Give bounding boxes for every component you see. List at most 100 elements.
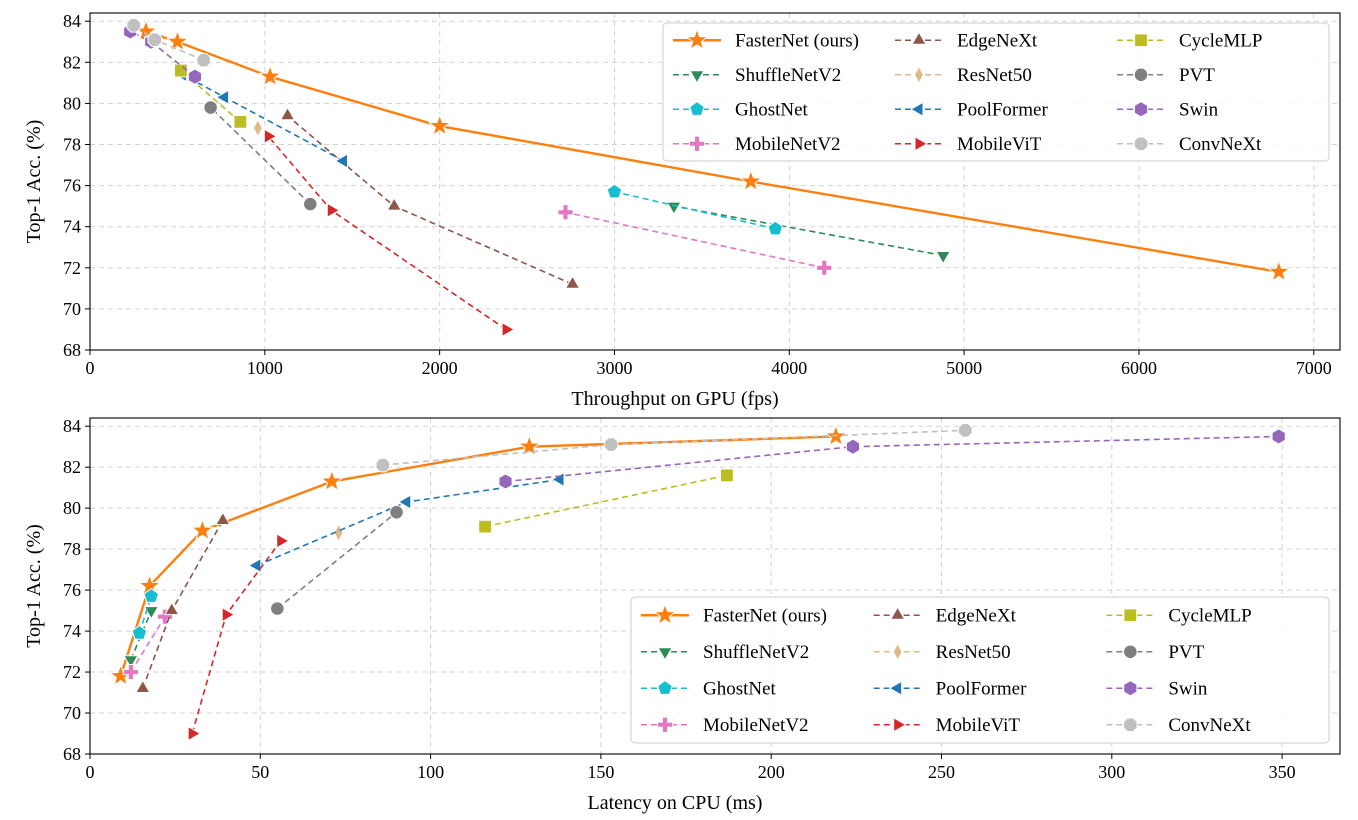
- series-mobilevit: [187, 533, 290, 742]
- y-tick-label: 74: [63, 621, 81, 641]
- series-line-edgenext: [142, 520, 224, 689]
- x-tick-label: 300: [1098, 762, 1125, 782]
- series-line-ghostnet: [614, 190, 776, 230]
- data-point-poolformer: [247, 557, 262, 574]
- series-line-mobilenetv2: [565, 211, 825, 269]
- data-point-pvt: [302, 196, 318, 212]
- legend-marker: [657, 647, 673, 661]
- legend-label: ShuffleNetV2: [735, 65, 841, 86]
- y-tick-label: 82: [63, 457, 81, 477]
- legend-label: MobileNetV2: [703, 715, 809, 736]
- series-mobilenetv2: [557, 204, 833, 276]
- data-point-convnext: [196, 52, 211, 68]
- data-point-shufflenetv2: [143, 606, 160, 620]
- y-tick-label: 70: [63, 299, 81, 319]
- legend-marker: [1123, 717, 1138, 733]
- series-mobilevit: [263, 128, 516, 338]
- legend-marker: [892, 642, 903, 662]
- data-point-swin: [1271, 428, 1286, 445]
- series-line-cyclemlp: [484, 474, 728, 528]
- legend-label: EdgeNeXt: [936, 605, 1017, 626]
- series-line-convnext: [382, 429, 966, 466]
- y-tick-label: 84: [63, 11, 81, 31]
- data-point-edgenext: [215, 511, 231, 525]
- series-line-pvt: [276, 511, 398, 610]
- series-line-swin: [505, 435, 1279, 483]
- legend-item-mobilevit: MobileViT: [873, 715, 1020, 736]
- legend-label: PVT: [1168, 642, 1204, 663]
- legend-label: FasterNet (ours): [735, 30, 859, 51]
- data-point-fasternet-ours: [165, 29, 190, 52]
- x-tick-label: 7000: [1296, 358, 1332, 378]
- series-line-mobilenetv2: [130, 616, 166, 673]
- series-resnet50: [252, 118, 263, 138]
- data-point-cyclemlp: [720, 468, 734, 483]
- x-tick-label: 350: [1269, 762, 1296, 782]
- legend: FasterNet (ours) ShuffleNetV2 GhostNet Mobi…: [630, 596, 1330, 744]
- ticks: 0 50 100 150 200 250 300 350 68 70 72 74 76 78 80 82 84: [63, 416, 1296, 782]
- legend: FasterNet (ours) ShuffleNetV2 GhostNet Mobi…: [662, 22, 1330, 162]
- y-tick-label: 68: [63, 340, 81, 360]
- legend-marker: [1123, 644, 1138, 660]
- legend-marker: [688, 135, 706, 152]
- data-point-edgenext: [564, 275, 581, 289]
- data-point-fasternet-ours: [1266, 259, 1291, 283]
- legend-marker: [657, 680, 673, 695]
- data-point-convnext: [126, 18, 142, 33]
- legend-label: CycleMLP: [1168, 605, 1251, 626]
- series-shufflenetv2: [666, 201, 951, 265]
- data-point-edgenext: [163, 601, 180, 616]
- data-point-ghostnet: [606, 183, 623, 199]
- data-point-fasternet-ours: [427, 113, 452, 137]
- data-point-convnext: [147, 32, 162, 48]
- cpu-latency-chart: 0 50 100 150 200 250 300 350 68 70 72 74 76 78 80 82 84 L…: [23, 416, 1341, 814]
- legend-label: MobileViT: [957, 134, 1042, 155]
- legend-label: MobileNetV2: [735, 134, 841, 155]
- y-tick-label: 76: [63, 580, 81, 600]
- data-point-ghostnet: [131, 624, 148, 640]
- legend-item-swin: Swin: [1117, 99, 1219, 120]
- series-line-pvt: [210, 106, 311, 205]
- x-tick-label: 4000: [771, 358, 807, 378]
- legend-label: Swin: [1179, 99, 1219, 120]
- legend-item-shufflenetv2: ShuffleNetV2: [673, 65, 841, 86]
- series-shufflenetv2: [123, 606, 160, 669]
- data-point-fasternet-ours: [517, 434, 542, 457]
- legend-marker: [1123, 608, 1138, 623]
- data-point-poolformer: [551, 471, 565, 488]
- data-point-mobilevit: [221, 606, 236, 623]
- y-tick-label: 74: [63, 217, 81, 237]
- series-edgenext: [279, 106, 581, 289]
- data-point-shufflenetv2: [666, 201, 682, 216]
- data-point-ghostnet: [143, 588, 160, 603]
- series-poolformer: [247, 471, 565, 574]
- data-point-mobilevit: [501, 321, 516, 338]
- legend-item-pvt: PVT: [1117, 65, 1215, 86]
- y-tick-label: 72: [63, 258, 81, 278]
- data-point-fasternet-ours: [258, 64, 282, 87]
- series-cyclemlp: [174, 63, 248, 129]
- series-poolformer: [173, 66, 348, 169]
- data-point-convnext: [603, 437, 619, 452]
- legend-item-shufflenetv2: ShuffleNetV2: [641, 642, 809, 663]
- y-tick-label: 84: [63, 416, 81, 436]
- legend-label: PoolFormer: [957, 99, 1048, 120]
- legend-label: EdgeNeXt: [957, 30, 1038, 51]
- y-tick-label: 82: [63, 52, 81, 72]
- data-point-swin: [187, 68, 202, 85]
- series-edgenext: [134, 511, 231, 693]
- x-tick-label: 5000: [946, 358, 982, 378]
- legend-marker: [911, 31, 927, 45]
- series-swin: [498, 428, 1286, 490]
- data-point-pvt: [203, 100, 218, 115]
- x-tick-label: 3000: [596, 358, 632, 378]
- data-point-edgenext: [279, 106, 296, 121]
- data-point-edgenext: [386, 197, 402, 211]
- legend-box: [662, 22, 1330, 162]
- x-axis-label: Latency on CPU (ms): [588, 792, 763, 814]
- legend-marker: [888, 680, 903, 697]
- y-tick-label: 76: [63, 176, 81, 196]
- series-convnext: [126, 18, 211, 68]
- data-point-swin: [498, 473, 513, 490]
- plot-frame: [89, 417, 1341, 755]
